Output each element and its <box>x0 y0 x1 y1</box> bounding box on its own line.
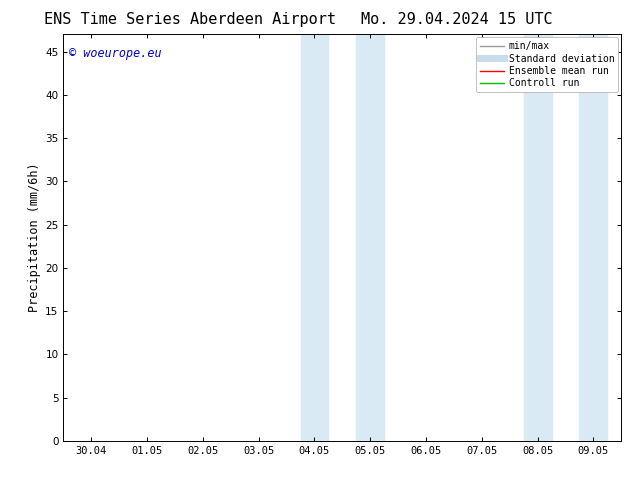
Bar <box>356 34 384 441</box>
Text: © woeurope.eu: © woeurope.eu <box>69 47 162 59</box>
Bar <box>524 34 552 441</box>
Bar <box>301 34 328 441</box>
Legend: min/max, Standard deviation, Ensemble mean run, Controll run: min/max, Standard deviation, Ensemble me… <box>476 37 618 92</box>
Bar <box>579 34 607 441</box>
Text: ENS Time Series Aberdeen Airport: ENS Time Series Aberdeen Airport <box>44 12 336 27</box>
Y-axis label: Precipitation (mm/6h): Precipitation (mm/6h) <box>28 163 41 313</box>
Text: Mo. 29.04.2024 15 UTC: Mo. 29.04.2024 15 UTC <box>361 12 552 27</box>
